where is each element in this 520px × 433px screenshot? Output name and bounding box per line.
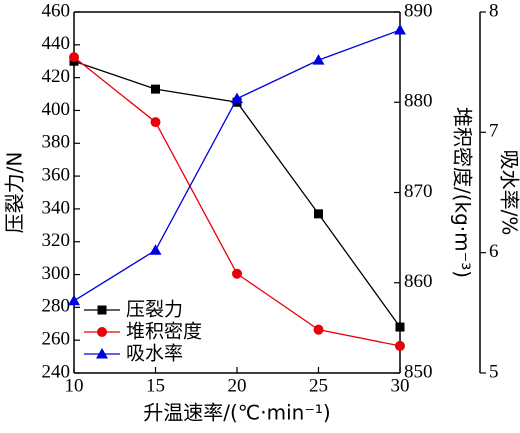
data-point-square	[314, 209, 323, 219]
data-point-triangle	[149, 244, 162, 255]
left-tick-label: 440	[42, 33, 71, 54]
data-point-triangle	[394, 24, 406, 35]
legend-label: 堆积密度	[126, 321, 202, 343]
data-point-triangle	[312, 54, 325, 65]
data-point-square	[395, 322, 405, 332]
left-axis-title: 压裂力/N	[3, 152, 27, 234]
right-axis-title: 堆积密度/(kg·m⁻³)	[451, 107, 475, 278]
legend-marker	[97, 305, 107, 315]
legend-label: 压裂力	[126, 299, 183, 321]
left-tick-label: 400	[42, 99, 71, 120]
data-point-square	[151, 84, 160, 94]
right-tick-label: 880	[404, 91, 433, 112]
data-point-circle	[69, 52, 79, 63]
data-point-triangle	[231, 92, 243, 104]
left-tick-label: 380	[42, 132, 71, 153]
x-tick-label: 15	[146, 375, 165, 396]
outer-right-tick-label: 8	[489, 0, 499, 21]
left-tick-label: 460	[42, 0, 71, 21]
outer-right-tick-label: 5	[489, 361, 499, 382]
left-tick-label: 340	[42, 197, 71, 218]
x-tick-label: 25	[309, 375, 328, 396]
outer-right-tick-label: 7	[489, 121, 499, 142]
legend-marker	[96, 348, 108, 359]
axes-layer: 10 15 20 25 30 240 260 280 300 320 340 360 380 400 420…	[3, 0, 520, 424]
right-tick-label: 870	[404, 181, 433, 202]
left-tick-label: 280	[42, 296, 71, 317]
data-point-circle	[150, 117, 161, 128]
outer-right-axis-title: 吸水率/%	[498, 150, 520, 236]
x-tick-label: 10	[65, 375, 84, 396]
x-tick-label: 30	[391, 375, 410, 396]
left-tick-label: 260	[42, 329, 71, 350]
series-layer	[68, 24, 406, 351]
right-tick-label: 860	[404, 271, 433, 292]
data-point-circle	[395, 340, 405, 351]
left-tick-label: 300	[42, 263, 71, 284]
data-point-triangle	[68, 294, 80, 306]
right-tick-label: 890	[404, 0, 433, 21]
x-axis-title: 升温速率/(℃·min⁻¹)	[143, 401, 330, 425]
left-tick-label: 360	[42, 164, 71, 185]
outer-right-tick-label: 6	[489, 241, 499, 262]
left-tick-label: 240	[42, 361, 71, 382]
legend-marker	[97, 327, 107, 337]
right-tick-label: 850	[404, 361, 433, 382]
data-point-circle	[232, 268, 242, 279]
data-point-circle	[313, 324, 324, 335]
left-tick-label: 320	[42, 230, 71, 251]
left-tick-label: 420	[42, 66, 71, 87]
legend-label: 吸水率	[126, 343, 183, 365]
x-tick-label: 20	[228, 375, 247, 396]
